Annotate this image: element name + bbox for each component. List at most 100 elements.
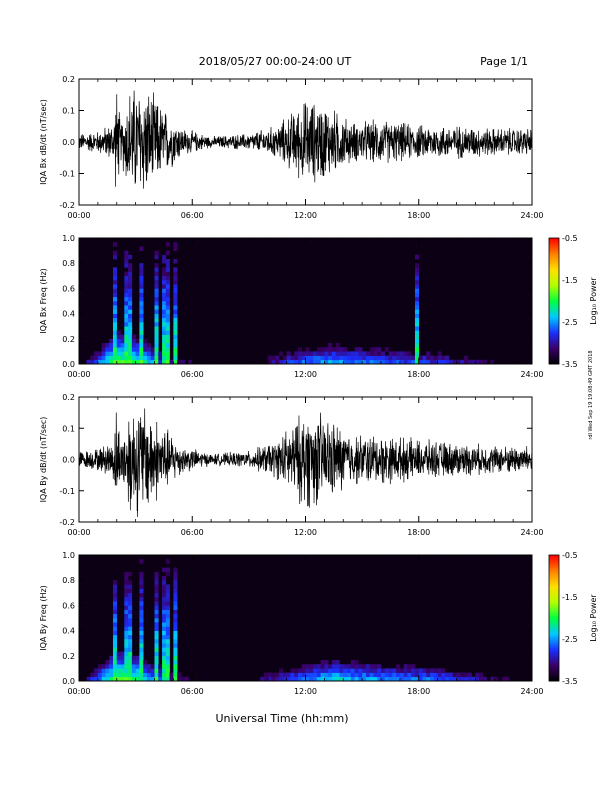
- spectrogram-cell: [316, 351, 321, 356]
- spectrogram-cell: [105, 676, 110, 682]
- spectrogram-cell: [146, 672, 152, 678]
- spectrogram-cell: [154, 309, 159, 314]
- colorbar-swatch: [549, 615, 559, 619]
- spectrogram-cell: [165, 267, 170, 272]
- spectrogram-cell: [414, 288, 420, 293]
- spectrogram-cell: [116, 655, 121, 661]
- spectrogram-cell: [339, 668, 344, 673]
- y-tick-label: 1.0: [62, 234, 75, 243]
- y-axis-ticks: 1.0 0.8 0.6 0.4 0.2 0.0: [62, 551, 532, 686]
- spectrogram-cell: [173, 597, 178, 602]
- spectrogram-cell: [399, 676, 404, 682]
- spectrogram-cell: [263, 676, 269, 682]
- colorbar-swatch: [549, 298, 559, 302]
- spectrogram-cell: [362, 676, 367, 682]
- spectrogram-cell: [162, 672, 167, 678]
- colorbar-swatch: [549, 254, 559, 258]
- spectrogram-cell: [128, 571, 133, 577]
- colorbar-swatch: [549, 580, 559, 583]
- spectrogram-cell: [139, 263, 144, 268]
- spectrogram-cell: [124, 313, 129, 319]
- spectrogram-cell: [143, 347, 148, 352]
- spectrogram-cell: [328, 668, 333, 673]
- spectrogram-cell: [165, 250, 170, 256]
- spectrogram-cell: [407, 676, 412, 682]
- spectrogram-cell: [124, 334, 129, 340]
- colorbar-swatch: [549, 246, 559, 249]
- colorbar-swatch: [549, 240, 559, 243]
- spectrogram-cell: [128, 351, 133, 356]
- spectrogram-cell: [154, 263, 159, 268]
- spectrogram-cell: [154, 254, 159, 260]
- spectrogram-cell: [475, 672, 480, 678]
- spectrogram-cell: [124, 588, 129, 594]
- spectrogram-cell: [396, 359, 401, 365]
- spectrogram-cell: [467, 676, 472, 682]
- spectrogram-cell: [328, 676, 333, 682]
- spectrogram-cell: [396, 351, 401, 356]
- colorbar-swatch: [549, 559, 559, 562]
- spectrogram-cell: [124, 676, 129, 682]
- spectrogram-cell: [90, 359, 95, 365]
- spectrogram-cell: [146, 343, 152, 348]
- spectrogram-cell: [131, 676, 136, 682]
- spectrogram-cell: [414, 351, 420, 356]
- spectrogram-cell: [324, 664, 329, 669]
- spectrogram-cell: [154, 651, 159, 657]
- spectrogram-cell: [154, 626, 159, 631]
- spectrogram-cell: [335, 664, 340, 669]
- spectrogram-cell: [173, 343, 178, 348]
- colorbar-swatch: [549, 662, 559, 665]
- spectrogram-cell: [162, 271, 167, 277]
- spectrogram-cell: [124, 338, 129, 344]
- spectrogram-cell: [377, 359, 382, 365]
- spectrogram-cell: [86, 676, 91, 682]
- spectrogram-cell: [173, 246, 178, 251]
- spectrogram-cell: [112, 676, 118, 682]
- spectrogram-cell: [173, 651, 178, 657]
- spectrogram-cell: [358, 355, 363, 361]
- spectrogram-cell: [173, 639, 178, 644]
- spectrogram-cell: [150, 672, 155, 678]
- spectrogram-cell: [328, 343, 333, 348]
- colorbar-swatch: [549, 275, 559, 279]
- spectrogram-cell: [124, 305, 129, 310]
- spectrogram-cell: [120, 347, 125, 352]
- colorbar-swatch: [549, 634, 559, 638]
- spectrogram-cell: [297, 347, 303, 352]
- spectrogram-cell: [320, 672, 325, 678]
- colorbar-swatch: [549, 678, 559, 682]
- spectrogram-cell: [120, 651, 125, 657]
- spectrogram-cell: [339, 351, 344, 356]
- spectrogram-cell: [112, 330, 118, 335]
- spectrogram-cell: [328, 359, 333, 365]
- spectrogram-cell: [373, 355, 378, 361]
- spectrogram-cell: [112, 626, 118, 631]
- colorbar-swatch: [549, 590, 559, 594]
- spectrogram-cell: [320, 351, 325, 356]
- spectrogram-cell: [131, 655, 136, 661]
- colorbar-swatch: [549, 259, 559, 262]
- spectrogram-cell: [124, 263, 129, 268]
- spectrogram-cell: [165, 280, 170, 285]
- spectrogram-cell: [124, 275, 129, 281]
- spectrogram-cell: [135, 660, 140, 665]
- spectrogram-cell: [154, 305, 159, 310]
- spectrogram-cell: [162, 597, 167, 602]
- spectrogram-cell: [275, 359, 280, 365]
- colorbar-swatch: [549, 645, 559, 648]
- spectrogram-cell: [109, 664, 114, 669]
- spectrogram-cell: [381, 672, 386, 678]
- spectrogram-cell: [369, 668, 374, 673]
- spectrogram-cell: [365, 672, 370, 678]
- spectrogram-cell: [373, 347, 378, 352]
- spectrogram-cell: [128, 605, 133, 610]
- colorbar-swatch: [549, 284, 559, 287]
- spectrogram-cell: [143, 660, 148, 665]
- spectrogram-cell: [403, 359, 408, 365]
- spectrogram-cell: [162, 322, 167, 327]
- spectrogram-cell: [112, 288, 118, 293]
- spectrogram-cell: [173, 626, 178, 631]
- colorbar-swatch: [549, 563, 559, 566]
- spectrogram-cell: [124, 271, 129, 277]
